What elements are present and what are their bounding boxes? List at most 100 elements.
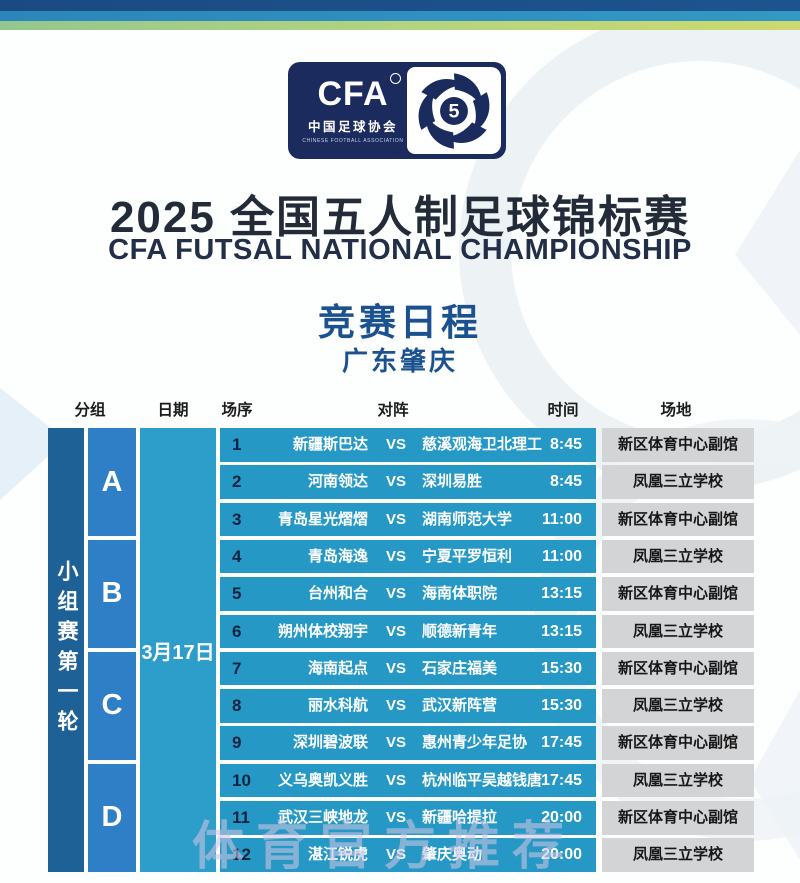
home-team: 丽水科航 bbox=[307, 697, 368, 715]
home-team: 武汉三峡地龙 bbox=[277, 809, 368, 826]
home-team: 朔州体校翔宇 bbox=[277, 622, 368, 640]
venue-cell: 新区体育中心副馆 bbox=[602, 502, 754, 537]
away-team: 肇庆奥动 bbox=[422, 846, 483, 864]
vs-label: VS bbox=[385, 771, 406, 789]
group-label: B bbox=[101, 577, 123, 610]
venue-cell: 凤凰三立学校 bbox=[602, 689, 754, 723]
date-label: 3月17日 bbox=[141, 641, 215, 664]
match-row: 4 青岛海逸 VS 宁夏平罗恒利 11:00 凤凰三立学校 bbox=[0, 539, 800, 574]
cfa-chinese-name: 中国足球协会 bbox=[307, 120, 398, 134]
match-row: 11 武汉三峡地龙 VS 新疆哈提拉 20:00 新区体育中心副馆 bbox=[0, 801, 800, 835]
cfa-logo-text-block: CFA 中国足球协会 CHINESE FOOTBALL ASSOCIATION bbox=[288, 73, 412, 144]
match-number: 3 bbox=[232, 509, 242, 529]
date-column: 3月17日 bbox=[140, 428, 216, 872]
match-number: 11 bbox=[232, 808, 250, 827]
match-time: 17:45 bbox=[541, 734, 582, 752]
match-bar: 2 河南领达 VS 深圳易胜 8:45 bbox=[220, 465, 596, 499]
match-row: 3 青岛星光熠熠 VS 湖南师范大学 11:00 新区体育中心副馆 bbox=[0, 502, 800, 537]
match-row: 9 深圳碧波联 VS 惠州青少年足协 17:45 新区体育中心副馆 bbox=[0, 726, 800, 760]
group-label: C bbox=[101, 689, 123, 722]
venue-cell: 新区体育中心副馆 bbox=[602, 726, 754, 760]
match-bar: 3 青岛星光熠熠 VS 湖南师范大学 11:00 bbox=[220, 502, 596, 537]
vs-label: VS bbox=[385, 510, 406, 528]
vs-label: VS bbox=[385, 809, 406, 826]
vs-label: VS bbox=[385, 659, 406, 677]
match-time: 15:30 bbox=[541, 659, 582, 677]
group-cell: A bbox=[88, 428, 136, 537]
home-team: 新疆斯巴达 bbox=[292, 436, 368, 453]
venue-cell: 新区体育中心副馆 bbox=[602, 428, 754, 462]
away-team: 杭州临平吴越钱唐 bbox=[422, 771, 543, 789]
match-bar: 9 深圳碧波联 VS 惠州青少年足协 17:45 bbox=[220, 726, 596, 760]
venue-cell: 新区体育中心副馆 bbox=[602, 801, 754, 835]
match-row: 2 河南领达 VS 深圳易胜 8:45 凤凰三立学校 bbox=[0, 465, 800, 499]
match-number: 2 bbox=[232, 472, 242, 492]
match-number: 5 bbox=[232, 584, 242, 604]
phase-label: 小组赛第一轮 bbox=[55, 560, 78, 740]
match-number: 7 bbox=[232, 658, 242, 678]
match-row: 12 湛江锐虎 VS 肇庆奥动 20:00 凤凰三立学校 bbox=[0, 838, 800, 872]
schedule-subtitle: 竞赛日程 bbox=[318, 302, 482, 343]
away-team: 海南体职院 bbox=[422, 585, 498, 603]
match-bar: 6 朔州体校翔宇 VS 顺德新青年 13:15 bbox=[220, 614, 596, 648]
venue-cell: 新区体育中心副馆 bbox=[602, 651, 754, 686]
home-team: 深圳碧波联 bbox=[292, 734, 368, 752]
match-row: 8 丽水科航 VS 武汉新阵营 15:30 凤凰三立学校 bbox=[0, 689, 800, 723]
vs-label: VS bbox=[385, 585, 406, 603]
away-team: 石家庄福美 bbox=[422, 659, 498, 677]
phase-bar: 小组赛第一轮 bbox=[48, 428, 84, 872]
match-number: 6 bbox=[232, 621, 242, 641]
match-bar: 1 新疆斯巴达 VS 慈溪观海卫北理工 8:45 bbox=[220, 428, 596, 462]
venue-cell: 凤凰三立学校 bbox=[602, 614, 754, 648]
match-bar: 5 台州和合 VS 海南体职院 13:15 bbox=[220, 577, 596, 611]
match-number: 10 bbox=[232, 770, 251, 790]
match-time: 20:00 bbox=[541, 809, 582, 826]
vs-label: VS bbox=[385, 436, 406, 453]
match-time: 13:15 bbox=[541, 622, 582, 640]
away-team: 湖南师范大学 bbox=[422, 510, 513, 528]
home-team: 义乌奥凯义胜 bbox=[277, 771, 368, 789]
home-team: 青岛海逸 bbox=[307, 547, 368, 565]
home-team: 海南起点 bbox=[307, 659, 368, 677]
match-time: 15:30 bbox=[541, 697, 582, 715]
vs-label: VS bbox=[385, 547, 406, 565]
cfa-english-name: CHINESE FOOTBALL ASSOCIATION bbox=[302, 138, 404, 144]
home-team: 河南领达 bbox=[307, 473, 368, 491]
football-registered-mark-icon bbox=[389, 73, 401, 84]
match-bar: 7 海南起点 VS 石家庄福美 15:30 bbox=[220, 651, 596, 686]
group-cell: C bbox=[88, 651, 136, 760]
match-number: 12 bbox=[232, 845, 251, 865]
match-row: 1 新疆斯巴达 VS 慈溪观海卫北理工 8:45 新区体育中心副馆 bbox=[0, 428, 800, 462]
home-team: 湛江锐虎 bbox=[307, 846, 368, 864]
match-bar: 8 丽水科航 VS 武汉新阵营 15:30 bbox=[220, 689, 596, 723]
group-label: A bbox=[101, 465, 123, 498]
match-bar: 10 义乌奥凯义胜 VS 杭州临平吴越钱唐 17:45 bbox=[220, 763, 596, 798]
home-team: 台州和合 bbox=[307, 585, 368, 603]
cfa-wordmark: CFA bbox=[318, 73, 401, 111]
col-header-date: 日期 bbox=[157, 402, 189, 419]
group-label: D bbox=[101, 801, 123, 834]
host-location: 广东肇庆 bbox=[341, 346, 458, 376]
match-time: 20:00 bbox=[541, 846, 582, 864]
venue-cell: 凤凰三立学校 bbox=[602, 838, 754, 872]
match-row: 6 朔州体校翔宇 VS 顺德新青年 13:15 凤凰三立学校 bbox=[0, 614, 800, 648]
group-cell: D bbox=[88, 763, 136, 872]
match-time: 17:45 bbox=[541, 771, 582, 789]
venue-cell: 新区体育中心副馆 bbox=[602, 577, 754, 611]
away-team: 武汉新阵营 bbox=[422, 697, 498, 715]
match-row: 5 台州和合 VS 海南体职院 13:15 新区体育中心副馆 bbox=[0, 577, 800, 611]
col-header-matchno: 场序 bbox=[221, 402, 253, 419]
match-bar: 11 武汉三峡地龙 VS 新疆哈提拉 20:00 bbox=[220, 801, 596, 835]
away-team: 宁夏平罗恒利 bbox=[422, 547, 513, 565]
top-stripe-green bbox=[0, 21, 800, 30]
match-number: 8 bbox=[232, 696, 242, 716]
match-time: 8:45 bbox=[549, 436, 582, 453]
top-stripe-navy bbox=[0, 0, 800, 11]
col-header-matchup: 对阵 bbox=[377, 402, 409, 419]
away-team: 惠州青少年足协 bbox=[422, 734, 528, 752]
home-team: 青岛星光熠熠 bbox=[277, 510, 368, 528]
match-row: 7 海南起点 VS 石家庄福美 15:30 新区体育中心副馆 bbox=[0, 651, 800, 686]
match-bar: 12 湛江锐虎 VS 肇庆奥动 20:00 bbox=[220, 838, 596, 872]
venue-cell: 凤凰三立学校 bbox=[602, 763, 754, 798]
match-row: 10 义乌奥凯义胜 VS 杭州临平吴越钱唐 17:45 凤凰三立学校 bbox=[0, 763, 800, 798]
